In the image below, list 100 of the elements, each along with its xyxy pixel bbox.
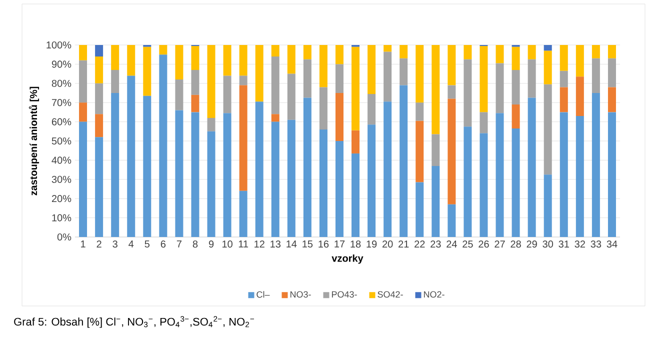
x-tick-label: 22 <box>414 240 425 248</box>
bar <box>191 70 200 95</box>
x-tick-label: 21 <box>398 240 409 248</box>
bar <box>368 44 376 94</box>
y-tick-label: 70% <box>52 99 72 106</box>
bar <box>608 58 616 88</box>
y-axis-title: zastoupení aniontů [%] <box>28 86 40 196</box>
bar <box>319 87 328 130</box>
legend-label: NO3- <box>290 291 311 298</box>
bar <box>191 94 200 112</box>
bar <box>352 46 360 130</box>
bar <box>544 174 552 237</box>
bar <box>159 54 168 237</box>
bar <box>464 59 472 127</box>
bar <box>271 122 280 237</box>
bar <box>608 112 616 237</box>
bar <box>576 44 584 77</box>
x-tick-label: 7 <box>176 240 182 248</box>
x-tick-label: 16 <box>318 240 329 248</box>
bar <box>512 128 520 237</box>
x-tick-label: 4 <box>128 240 134 248</box>
bar <box>448 204 456 237</box>
bar <box>448 98 456 204</box>
x-tick-label: 31 <box>558 240 569 248</box>
bar <box>79 102 88 122</box>
bar <box>223 44 232 76</box>
y-tick-label: 100% <box>46 41 72 49</box>
y-tick-label: 0% <box>57 233 72 241</box>
bar <box>560 70 568 88</box>
y-tick-label: 10% <box>52 214 72 222</box>
bar <box>287 74 296 120</box>
bar <box>528 98 536 237</box>
x-tick-label: 6 <box>160 240 166 248</box>
bar <box>95 44 104 57</box>
bar <box>464 44 472 60</box>
bar <box>175 80 184 110</box>
bar <box>255 44 264 102</box>
x-tick-label: 32 <box>574 240 585 248</box>
bar <box>432 166 440 237</box>
bar <box>544 44 552 51</box>
bar <box>448 85 456 99</box>
bar <box>287 120 296 237</box>
bar <box>127 76 136 237</box>
bar <box>496 113 504 237</box>
bar <box>496 63 504 114</box>
legend-label: PO43- <box>332 291 357 298</box>
x-tick-label: 18 <box>350 240 361 248</box>
bar <box>384 52 392 102</box>
bar <box>79 60 88 103</box>
bar <box>303 59 312 98</box>
bar <box>480 133 488 237</box>
bar <box>384 102 392 237</box>
x-tick-label: 26 <box>478 240 489 248</box>
bar <box>592 58 600 93</box>
bar <box>400 58 408 86</box>
bar <box>335 64 344 93</box>
x-tick-label: 17 <box>334 240 345 248</box>
bar <box>175 110 184 237</box>
x-tick-label: 5 <box>144 240 150 248</box>
y-tick-label: 40% <box>52 156 72 164</box>
legend-label: Cl– <box>256 291 270 298</box>
x-tick-label: 10 <box>222 240 232 248</box>
bar <box>303 44 312 60</box>
bar <box>191 46 200 70</box>
bar <box>560 44 568 71</box>
bar <box>560 112 568 237</box>
bar <box>207 44 216 118</box>
bar <box>528 59 536 98</box>
bar <box>576 116 584 237</box>
bar <box>223 113 232 237</box>
bar <box>271 114 280 122</box>
x-tick-label: 14 <box>286 240 297 248</box>
bar <box>512 46 520 70</box>
bar <box>191 112 200 237</box>
bar <box>335 44 344 64</box>
x-tick-label: 13 <box>270 240 280 248</box>
bar <box>608 87 616 112</box>
bar <box>319 44 328 88</box>
bar <box>480 112 488 134</box>
bar <box>159 44 168 55</box>
bar <box>335 92 344 141</box>
x-tick-label: 29 <box>526 240 537 248</box>
x-tick-label: 28 <box>510 240 521 248</box>
bar <box>512 70 520 105</box>
x-tick-label: 11 <box>238 240 248 248</box>
bar <box>432 134 440 166</box>
bar <box>352 130 360 154</box>
bar <box>512 104 520 129</box>
bar <box>303 98 312 237</box>
bar <box>368 124 376 237</box>
bar <box>79 122 88 237</box>
bar <box>592 92 600 237</box>
bar <box>384 44 392 52</box>
bar <box>223 76 232 114</box>
bar <box>592 44 600 58</box>
bar <box>368 94 376 125</box>
bar <box>95 114 104 138</box>
bar <box>287 44 296 74</box>
bar <box>175 44 184 80</box>
bar <box>448 44 456 86</box>
